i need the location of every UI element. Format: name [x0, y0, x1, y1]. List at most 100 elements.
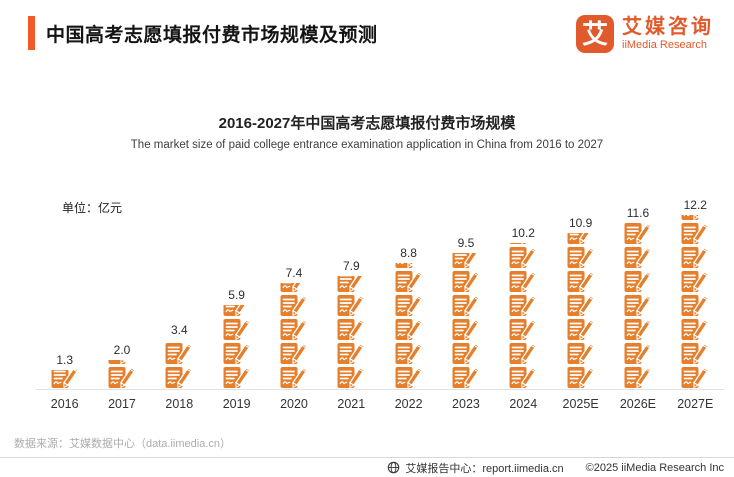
document-pencil-icon — [108, 366, 136, 389]
iimedia-logo: 艾 艾媒咨询 iiMedia Research — [576, 15, 714, 53]
x-axis-label: 2024 — [509, 397, 538, 411]
document-pencil-icon — [567, 270, 595, 293]
title-accent-bar — [28, 16, 35, 50]
document-pencil-icon — [567, 246, 595, 269]
document-pencil-icon — [177, 340, 179, 341]
bar-chart: 1.3 2.0 3.4 5.9 7.4 7.9 8.8 9.5 10.2 10.9 11.6 12.2… — [36, 196, 724, 411]
bar-value-label: 10.2 — [511, 226, 535, 240]
document-pencil-icon — [280, 294, 308, 317]
report-center-text: 艾媒报告中心：report.iimedia.cn — [405, 462, 564, 475]
bar — [50, 370, 80, 389]
document-pencil-icon — [165, 342, 194, 365]
bar-column: 12.2 — [667, 196, 724, 389]
bar-column: 7.9 — [323, 196, 380, 389]
logo-name-en: iiMedia Research — [622, 38, 707, 51]
document-pencil-icon — [395, 366, 423, 389]
document-pencil-icon — [681, 222, 710, 245]
document-pencil-icon — [337, 276, 364, 293]
document-pencil-icon — [567, 318, 595, 341]
document-pencil-icon — [452, 342, 480, 365]
document-pencil-icon — [223, 305, 246, 317]
document-pencil-icon — [509, 246, 538, 269]
chart-subtitle: The market size of paid college entrance… — [130, 139, 604, 151]
document-pencil-icon — [681, 294, 710, 317]
document-pencil-icon — [624, 342, 652, 365]
document-pencil-icon — [165, 366, 194, 389]
document-pencil-icon — [337, 294, 366, 317]
bar — [222, 305, 252, 389]
bar-column: 5.9 — [208, 196, 265, 389]
document-pencil-icon — [280, 366, 308, 389]
bar-column: 9.5 — [437, 196, 494, 389]
bar — [164, 340, 194, 389]
bar — [279, 283, 309, 389]
bar — [336, 276, 366, 389]
bar-value-label: 10.9 — [568, 216, 593, 230]
bar-column: 3.4 — [151, 196, 208, 389]
x-axis-label: 2025E — [562, 397, 599, 411]
document-pencil-icon — [395, 263, 414, 269]
logo-name-cn: 艾媒咨询 — [622, 15, 714, 38]
x-axis-label: 2022 — [394, 397, 423, 411]
x-axis-label: 2018 — [165, 397, 194, 411]
document-pencil-icon — [509, 294, 538, 317]
bar-value-label: 3.4 — [170, 323, 188, 337]
globe-icon — [387, 461, 400, 474]
bar-value-label: 11.6 — [626, 206, 650, 220]
bar — [566, 233, 596, 389]
data-source-note: 数据来源：艾媒数据中心（data.iimedia.cn） — [14, 438, 231, 450]
bar-column: 8.8 — [380, 196, 437, 389]
bar-value-label: 7.4 — [285, 266, 303, 280]
document-pencil-icon — [51, 370, 79, 389]
document-pencil-icon — [681, 342, 710, 365]
document-pencil-icon — [337, 342, 366, 365]
bar-value-label: 9.5 — [457, 236, 475, 250]
document-pencil-icon — [395, 318, 423, 341]
document-pencil-icon — [223, 366, 251, 389]
document-pencil-icon — [509, 318, 538, 341]
document-pencil-icon — [681, 246, 710, 269]
x-axis-label: 2027E — [677, 397, 714, 411]
x-axis-label: 2020 — [280, 397, 308, 411]
bar — [451, 253, 481, 389]
document-pencil-icon — [510, 243, 527, 245]
document-pencil-icon — [452, 318, 480, 341]
bar-column: 7.4 — [265, 196, 322, 389]
bar-value-label: 1.3 — [56, 353, 73, 367]
x-axis-labels: 2016 2017 2018 2019 2020 2021 2022 2023 2024 2025… — [36, 390, 724, 411]
bar-column: 10.2 — [495, 196, 552, 389]
bar-value-label: 2.0 — [113, 343, 131, 357]
bar-value-label: 7.9 — [342, 259, 360, 273]
x-axis-label: 2023 — [452, 397, 480, 411]
unit-label: 单位：亿元 — [62, 201, 123, 215]
x-axis-label: 2017 — [108, 397, 136, 411]
x-axis-label: 2026E — [619, 397, 657, 411]
bar-value-label: 12.2 — [683, 198, 707, 212]
document-pencil-icon — [280, 318, 308, 341]
document-pencil-icon — [337, 366, 366, 389]
report-header: 中国高考志愿填报付费市场规模及预测 — [28, 16, 378, 50]
document-pencil-icon — [280, 283, 302, 293]
document-pencil-icon — [624, 294, 652, 317]
document-pencil-icon — [280, 342, 308, 365]
document-pencil-icon — [395, 342, 423, 365]
footer-bar: 艾媒报告中心：report.iimedia.cn ©2025 iiMedia R… — [0, 457, 734, 477]
document-pencil-icon — [452, 270, 480, 293]
bar-column: 1.3 — [36, 196, 93, 389]
document-pencil-icon — [452, 366, 480, 389]
document-pencil-icon — [567, 294, 595, 317]
x-axis-label: 2016 — [50, 397, 79, 411]
document-pencil-icon — [624, 223, 652, 245]
iimedia-logo-icon: 艾 — [576, 15, 614, 53]
bar-column: 11.6 — [609, 196, 666, 389]
copyright-text: ©2025 iiMedia Research Inc — [585, 461, 724, 474]
document-pencil-icon — [624, 366, 652, 389]
logo-text: 艾媒咨询 iiMedia Research — [622, 16, 714, 52]
document-pencil-icon — [223, 318, 251, 341]
bar-chart-plot-area: 1.3 2.0 3.4 5.9 7.4 7.9 8.8 9.5 10.2 10.9 11.6 12.2 — [36, 196, 724, 390]
document-pencil-icon — [452, 294, 480, 317]
document-pencil-icon — [624, 318, 652, 341]
bar — [680, 215, 710, 389]
bar — [623, 223, 653, 389]
bar — [107, 360, 137, 389]
